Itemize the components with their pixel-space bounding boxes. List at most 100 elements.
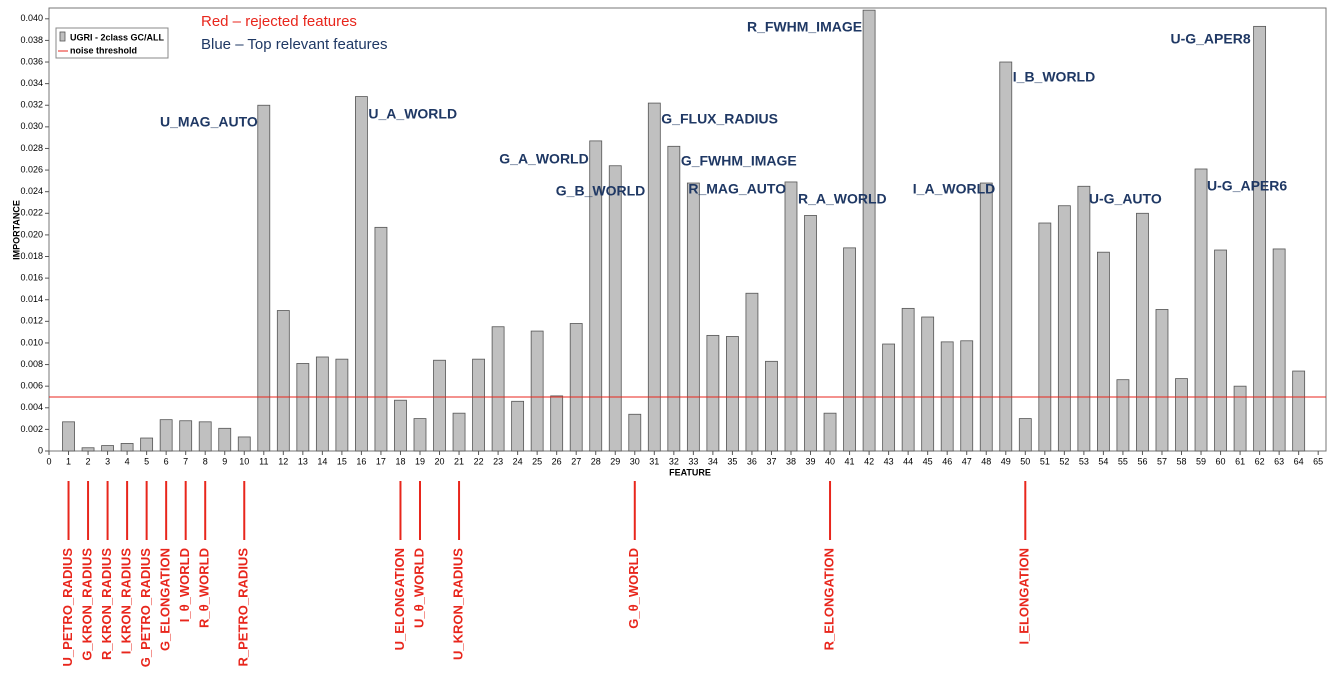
- x-tick-label: 51: [1040, 456, 1050, 466]
- x-tick-label: 56: [1137, 456, 1147, 466]
- note: Red – rejected features: [201, 13, 357, 30]
- bar: [335, 358, 349, 452]
- bar: [1018, 418, 1032, 452]
- rejected-feature-label: U_KRON_RADIUS: [450, 548, 465, 660]
- rejected-feature-label: R_PETRO_RADIUS: [236, 548, 251, 667]
- note: Blue – Top relevant features: [201, 36, 388, 53]
- x-tick-label: 5: [144, 456, 149, 466]
- x-tick-label: 14: [317, 456, 327, 466]
- rejected-feature-label: G_ELONGATION: [158, 548, 173, 651]
- y-tick-label: 0.006: [20, 381, 43, 391]
- rejected-feature-label: U_PETRO_RADIUS: [60, 548, 75, 667]
- x-axis-title: FEATURE: [669, 467, 711, 477]
- bar: [843, 247, 856, 452]
- y-tick-label: 0.020: [20, 229, 43, 239]
- top-feature-label: U_MAG_AUTO: [160, 114, 258, 130]
- y-tick-label: 0.010: [20, 337, 43, 347]
- bar: [491, 326, 505, 452]
- top-feature-label: U_A_WORLD: [368, 106, 457, 122]
- x-tick-label: 18: [395, 456, 405, 466]
- bar: [628, 413, 642, 452]
- bar: [1155, 309, 1169, 452]
- top-feature-label: I_A_WORLD: [913, 181, 995, 197]
- x-tick-label: 62: [1255, 456, 1265, 466]
- y-tick-label: 0.022: [20, 208, 43, 218]
- x-tick-label: 43: [884, 456, 894, 466]
- bar: [394, 399, 407, 452]
- x-tick-label: 23: [493, 456, 503, 466]
- x-tick-label: 55: [1118, 456, 1128, 466]
- x-tick-label: 54: [1098, 456, 1108, 466]
- bar: [979, 182, 993, 452]
- x-tick-label: 20: [435, 456, 445, 466]
- rejected-feature-label: R_ELONGATION: [821, 548, 836, 650]
- x-tick-label: 12: [278, 456, 288, 466]
- x-tick-label: 26: [552, 456, 562, 466]
- top-feature-label: G_A_WORLD: [499, 151, 588, 167]
- bar: [745, 292, 759, 452]
- x-tick-label: 50: [1020, 456, 1030, 466]
- bar: [1116, 379, 1130, 452]
- bar: [452, 412, 466, 452]
- x-tick-label: 15: [337, 456, 347, 466]
- x-tick-label: 29: [610, 456, 620, 466]
- bar: [550, 395, 564, 452]
- x-tick-label: 17: [376, 456, 386, 466]
- bar: [589, 140, 603, 452]
- rejected-feature-label: U_θ_WORLD: [411, 548, 426, 628]
- x-tick-label: 46: [942, 456, 952, 466]
- x-tick-label: 45: [923, 456, 933, 466]
- bar: [1136, 212, 1149, 452]
- y-tick-label: 0.018: [20, 251, 43, 261]
- x-tick-label: 13: [298, 456, 308, 466]
- rejected-feature-label: I_ELONGATION: [1017, 548, 1032, 645]
- bar: [159, 419, 173, 452]
- bar: [315, 356, 329, 452]
- bar: [62, 421, 75, 452]
- bar: [999, 61, 1013, 452]
- x-tick-label: 44: [903, 456, 913, 466]
- bar: [765, 360, 778, 452]
- rejected-feature-label: G_θ_WORLD: [626, 548, 641, 629]
- x-tick-label: 42: [864, 456, 874, 466]
- bar: [667, 145, 681, 452]
- x-tick-label: 40: [825, 456, 835, 466]
- x-tick-label: 52: [1059, 456, 1069, 466]
- x-tick-label: 58: [1176, 456, 1186, 466]
- x-tick-label: 63: [1274, 456, 1284, 466]
- bar: [1272, 248, 1286, 452]
- x-tick-label: 49: [1001, 456, 1011, 466]
- rejected-feature-label: U_ELONGATION: [392, 548, 407, 650]
- top-feature-label: R_FWHM_IMAGE: [747, 19, 862, 35]
- x-tick-label: 3: [105, 456, 110, 466]
- y-axis-title: IMPORTANCE: [11, 200, 21, 260]
- bar: [608, 165, 622, 452]
- bar: [823, 412, 837, 452]
- y-tick-label: 0.026: [20, 164, 43, 174]
- bar: [921, 316, 935, 452]
- bar: [1194, 168, 1208, 452]
- top-feature-label: I_B_WORLD: [1013, 69, 1095, 85]
- y-tick-label: 0.024: [20, 186, 43, 196]
- bar: [1038, 222, 1052, 452]
- bar: [726, 336, 739, 452]
- x-tick-label: 37: [766, 456, 776, 466]
- top-feature-label: U-G_APER6: [1207, 178, 1287, 194]
- bar: [882, 343, 896, 452]
- x-tick-label: 41: [845, 456, 855, 466]
- x-tick-label: 57: [1157, 456, 1167, 466]
- y-tick-label: 0.036: [20, 56, 43, 66]
- top-feature-label: R_A_WORLD: [798, 191, 887, 207]
- x-tick-label: 59: [1196, 456, 1206, 466]
- x-tick-label: 36: [747, 456, 757, 466]
- x-tick-label: 0: [46, 456, 51, 466]
- bar: [940, 341, 954, 452]
- x-tick-label: 11: [259, 456, 268, 466]
- bar: [706, 334, 720, 452]
- bar: [569, 323, 583, 452]
- x-tick-label: 22: [474, 456, 484, 466]
- bar: [81, 447, 95, 452]
- x-tick-label: 25: [532, 456, 542, 466]
- y-tick-label: 0.034: [20, 78, 43, 88]
